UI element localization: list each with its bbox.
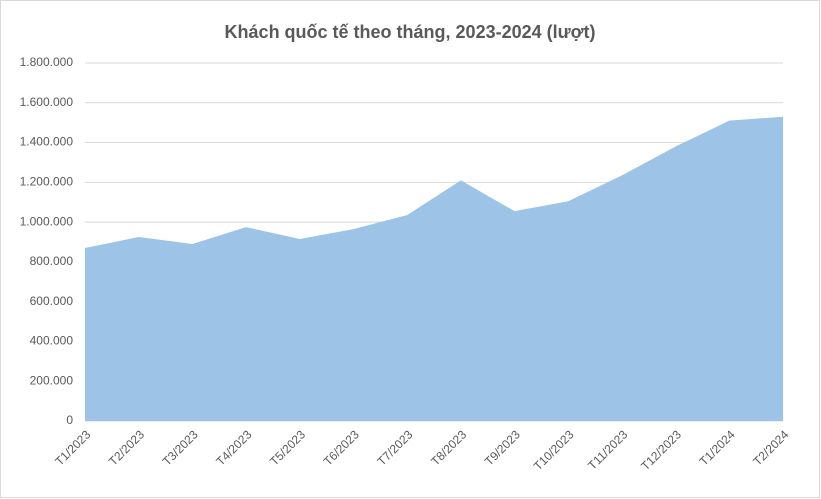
y-tick-label: 0 (66, 413, 73, 427)
y-tick-label: 1.200.000 (20, 175, 74, 189)
y-tick-label: 600.000 (30, 294, 74, 308)
y-tick-label: 800.000 (30, 254, 74, 268)
chart-title: Khách quốc tế theo tháng, 2023-2024 (lượ… (225, 22, 596, 42)
area (85, 116, 783, 421)
y-tick-label: 200.000 (30, 373, 74, 387)
y-tick-label: 1.000.000 (20, 214, 74, 228)
y-tick-label: 1.400.000 (20, 135, 74, 149)
y-tick-label: 1.800.000 (20, 55, 74, 69)
y-tick-label: 1.600.000 (20, 95, 74, 109)
y-tick-label: 400.000 (30, 334, 74, 348)
